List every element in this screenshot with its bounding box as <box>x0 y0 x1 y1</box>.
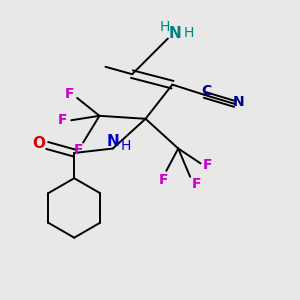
Text: H: H <box>160 20 170 34</box>
Text: F: F <box>203 158 213 172</box>
Text: F: F <box>65 87 74 101</box>
Text: C: C <box>201 84 212 98</box>
Text: N: N <box>106 134 119 148</box>
Text: F: F <box>191 177 201 191</box>
Text: F: F <box>159 173 168 187</box>
Text: N: N <box>169 26 182 41</box>
Text: F: F <box>74 143 83 157</box>
Text: H: H <box>184 26 194 40</box>
Text: F: F <box>58 113 68 127</box>
Text: O: O <box>33 136 46 151</box>
Text: H: H <box>121 139 131 152</box>
Text: N: N <box>232 94 244 109</box>
